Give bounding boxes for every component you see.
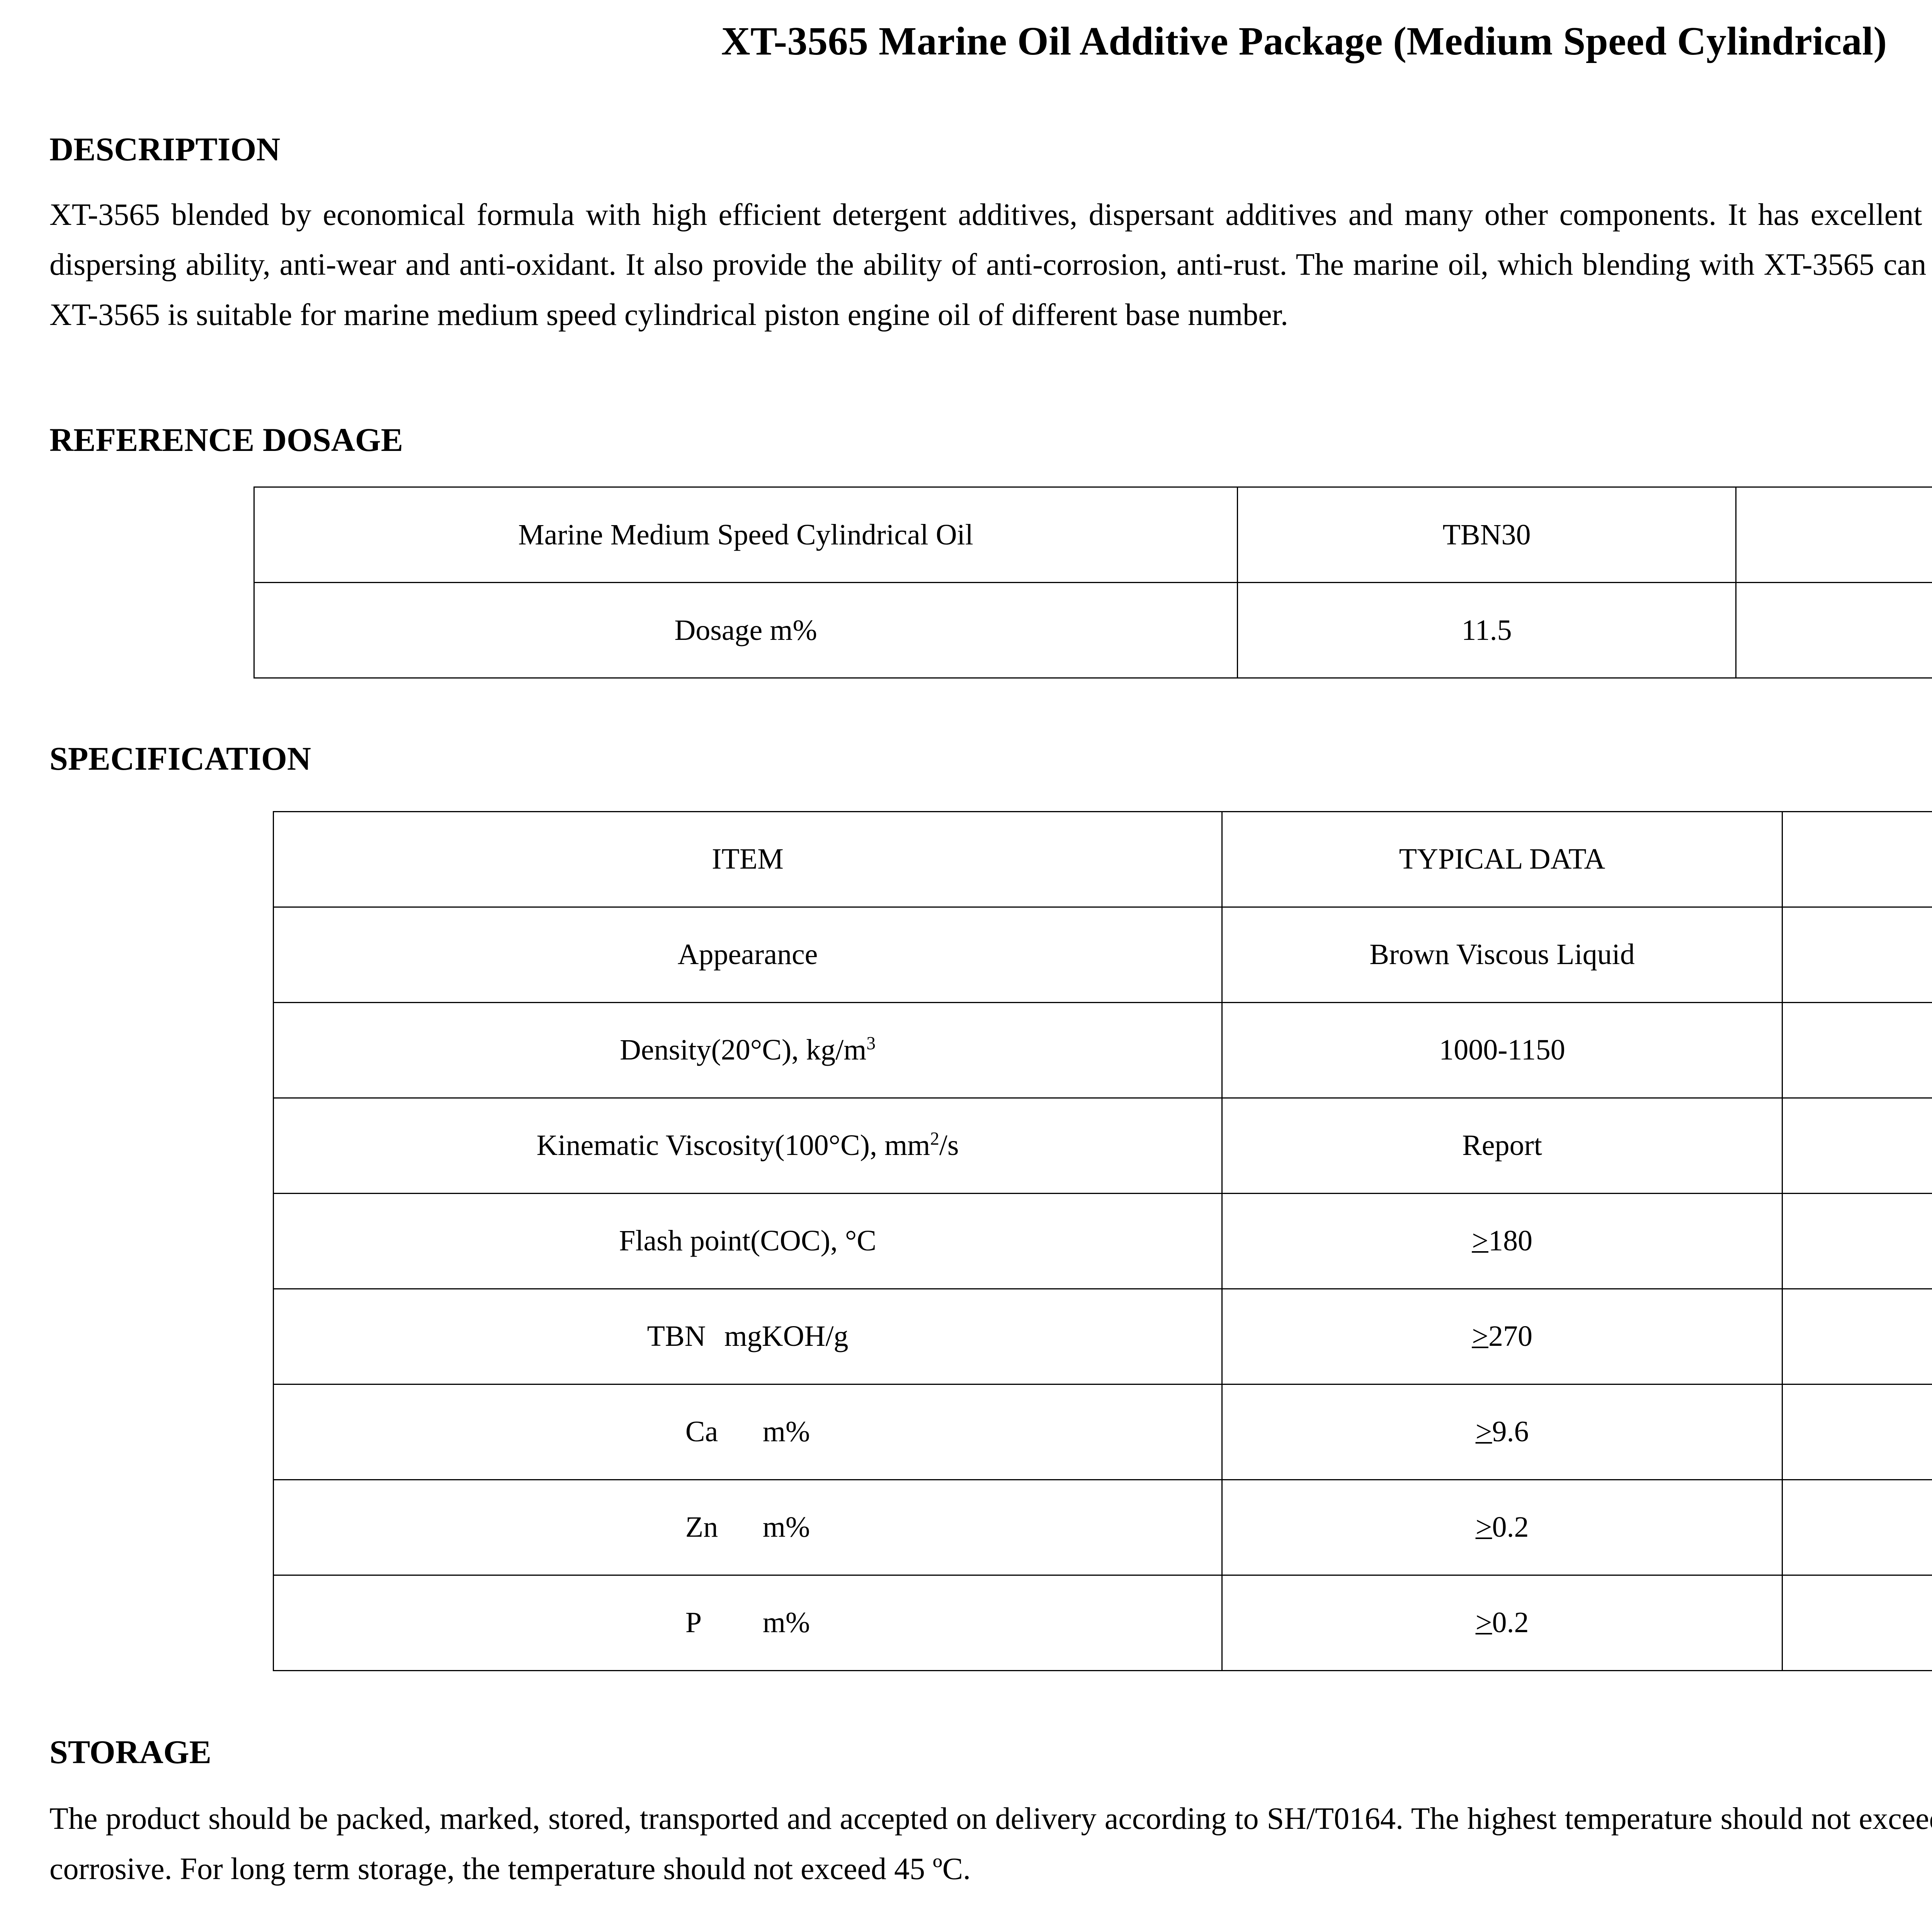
table-row: Ca m% >9.6SH/T0270 — [273, 1383, 1932, 1480]
section-heading-specification: SPECIFICATION — [49, 740, 311, 777]
spec-cell-test-method: SH/T0270 — [1782, 1383, 1932, 1480]
dosage-cell-tbn30: TBN30 — [1237, 486, 1736, 583]
greater-or-equal-icon: > — [1475, 1606, 1492, 1639]
spec-cell-typical-data: 1000-1150 — [1221, 1002, 1783, 1099]
reference-dosage-table: Marine Medium Speed Cylindrical Oil TBN3… — [253, 486, 1932, 679]
spec-cell-test-method: GB/T265 — [1782, 1097, 1932, 1194]
spec-cell-item: Ca m% — [273, 1383, 1223, 1480]
spec-cell-test-method: SH/T0251 — [1782, 1288, 1932, 1385]
table-row: Marine Medium Speed Cylindrical Oil TBN3… — [253, 486, 1932, 583]
spec-cell-typical-data: >9.6 — [1221, 1383, 1783, 1480]
spec-item-symbol: P — [685, 1606, 702, 1639]
dosage-cell-label: Dosage m% — [253, 582, 1238, 679]
section-heading-storage: STORAGE — [49, 1733, 211, 1770]
spec-header-item: ITEM — [273, 811, 1223, 908]
dosage-cell-oil-type: Marine Medium Speed Cylindrical Oil — [253, 486, 1238, 583]
section-heading-reference-dosage: REFERENCE DOSAGE — [49, 421, 403, 458]
spec-item-unit: mgKOH/g — [724, 1320, 849, 1353]
spec-cell-test-method: Visual — [1782, 906, 1932, 1003]
spec-cell-item: Zn m% — [273, 1479, 1223, 1576]
spec-item-unit: m% — [762, 1606, 810, 1639]
spec-item-unit: m% — [762, 1415, 810, 1448]
greater-or-equal-icon: > — [1475, 1415, 1492, 1448]
spec-cell-typical-data: >180 — [1221, 1192, 1783, 1289]
spec-cell-item: Appearance — [273, 906, 1223, 1003]
dosage-cell-value-tbn30: 11.5 — [1237, 582, 1736, 679]
description-paragraph: XT-3565 blended by economical formula wi… — [49, 197, 1932, 332]
dosage-cell-value-tbn40: 15 — [1735, 582, 1932, 679]
spec-cell-typical-data: Report — [1221, 1097, 1783, 1194]
spec-cell-item: Kinematic Viscosity(100°C), mm2/s — [273, 1097, 1223, 1194]
spec-item-symbol: Zn — [685, 1511, 718, 1544]
spec-cell-test-method: SH/T0296 — [1782, 1574, 1932, 1671]
table-header-row: ITEM TYPICAL DATA TEST METHOD — [273, 811, 1932, 908]
spec-item-superscript: 2 — [930, 1129, 939, 1149]
spec-cell-item: TBN mgKOH/g — [273, 1288, 1223, 1385]
table-row: Flash point(COC), °C>180GB/T3536 — [273, 1192, 1932, 1289]
spec-cell-typical-data: >0.2 — [1221, 1574, 1783, 1671]
table-row: TBN mgKOH/g >270SH/T0251 — [273, 1288, 1932, 1385]
spec-header-typical-data: TYPICAL DATA — [1221, 811, 1783, 908]
table-row: Pm%>0.2SH/T0296 — [273, 1574, 1932, 1671]
spec-cell-item: Density(20°C), kg/m3 — [273, 1002, 1223, 1099]
greater-or-equal-icon: > — [1472, 1320, 1488, 1353]
greater-or-equal-icon: > — [1472, 1225, 1488, 1257]
table-row: Kinematic Viscosity(100°C), mm2/sReportG… — [273, 1097, 1932, 1194]
page-title: XT-3565 Marine Oil Additive Package (Med… — [721, 19, 1887, 63]
table-row: Zn m% >0.2SH/T0226 — [273, 1479, 1932, 1576]
spec-cell-typical-data: Brown Viscous Liquid — [1221, 906, 1783, 1003]
specification-table-wrap: ITEM TYPICAL DATA TEST METHOD Appearance… — [49, 811, 1932, 1671]
section-heading-description: DESCRIPTION — [49, 131, 281, 168]
spec-cell-typical-data: >0.2 — [1221, 1479, 1783, 1576]
reference-dosage-table-wrap: Marine Medium Speed Cylindrical Oil TBN3… — [49, 486, 1932, 679]
table-row: Dosage m% 11.5 15 — [253, 582, 1932, 679]
specification-table: ITEM TYPICAL DATA TEST METHOD Appearance… — [273, 811, 1932, 1671]
spec-cell-test-method: SH/T0226 — [1782, 1479, 1932, 1576]
spec-cell-item: Flash point(COC), °C — [273, 1192, 1223, 1289]
storage-paragraph: The product should be packed, marked, st… — [49, 1802, 1932, 1886]
greater-or-equal-icon: > — [1475, 1511, 1492, 1544]
spec-cell-typical-data: >270 — [1221, 1288, 1783, 1385]
spec-header-test-method: TEST METHOD — [1782, 811, 1932, 908]
spec-item-symbol: Ca — [685, 1415, 718, 1448]
spec-item-superscript: 3 — [866, 1033, 876, 1054]
spec-cell-test-method: GB/T1884 — [1782, 1002, 1932, 1099]
spec-item-unit: m% — [762, 1511, 810, 1544]
dosage-cell-tbn40: TBN40 — [1735, 486, 1932, 583]
spec-cell-test-method: GB/T3536 — [1782, 1192, 1932, 1289]
spec-item-symbol: TBN — [647, 1320, 706, 1353]
